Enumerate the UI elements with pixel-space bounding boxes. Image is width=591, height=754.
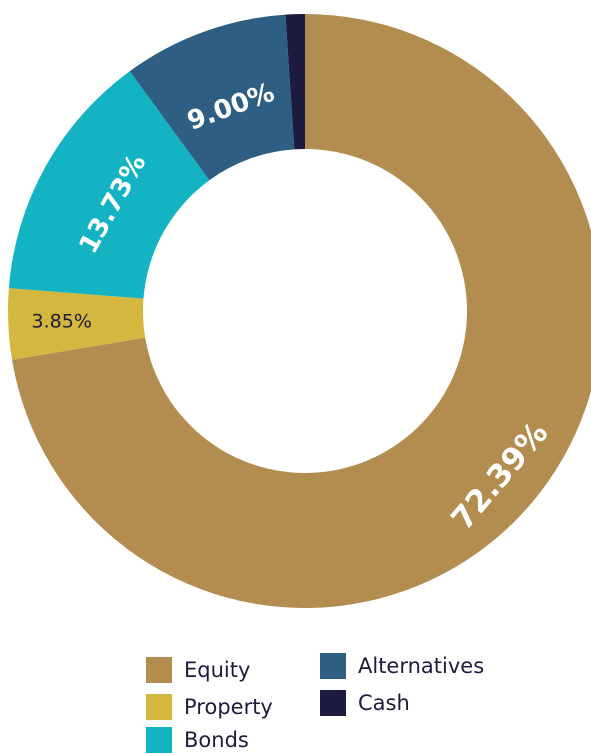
legend-label-bonds: Bonds	[184, 728, 249, 752]
legend-item-bonds: Bonds	[146, 726, 249, 754]
donut-slices	[8, 14, 591, 608]
donut-chart: 72.39%3.85%13.73%9.00%1.05%	[8, 14, 591, 608]
slice-label-property: 3.85%	[32, 311, 92, 333]
legend-label-alternatives: Alternatives	[358, 654, 485, 678]
legend-swatch-equity	[146, 657, 172, 683]
legend-item-cash: Cash	[320, 689, 410, 717]
slice-alternatives	[129, 14, 295, 181]
legend-item-equity: Equity	[146, 656, 250, 684]
legend-label-property: Property	[184, 695, 273, 719]
slice-property	[8, 288, 146, 360]
legend-swatch-alternatives	[320, 653, 346, 679]
legend-swatch-bonds	[146, 727, 172, 753]
slice-label-cash: 1.05%	[288, 16, 304, 58]
legend-swatch-property	[146, 694, 172, 720]
slice-cash	[285, 14, 305, 150]
slice-equity	[12, 14, 591, 608]
legend-swatch-cash	[320, 690, 346, 716]
legend-item-alternatives: Alternatives	[320, 652, 484, 680]
legend-label-equity: Equity	[184, 658, 251, 682]
legend-item-property: Property	[146, 693, 273, 721]
legend-label-cash: Cash	[358, 691, 410, 715]
slice-bonds	[8, 71, 210, 299]
